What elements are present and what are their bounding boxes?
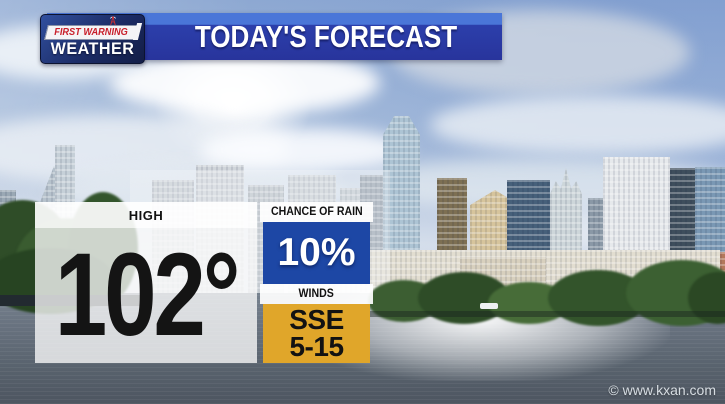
watermark: © www.kxan.com <box>608 382 716 398</box>
wind-direction: SSE <box>289 304 344 336</box>
forecast-panel-high: HIGH 102° <box>35 202 257 363</box>
chance-of-rain-value: 10% <box>263 222 370 284</box>
boat <box>480 303 498 309</box>
cloud <box>110 50 380 115</box>
station-logo: FIRST WARNING WEATHER <box>40 14 145 64</box>
winds-value-block: SSE 5-15 <box>263 304 370 363</box>
logo-first-warning-strip: FIRST WARNING <box>44 25 138 40</box>
winds-label-strip: WINDS <box>260 284 373 304</box>
forecast-panel-column: CHANCE OF RAIN 10% WINDS SSE 5-15 <box>260 202 373 363</box>
shoreline <box>370 311 725 317</box>
high-temperature-value: 102° <box>54 229 241 362</box>
high-label: HIGH <box>35 202 257 228</box>
broadcast-tower-icon <box>110 16 116 26</box>
logo-line1: FIRST WARNING <box>54 27 128 38</box>
high-value-area: 102° <box>35 228 257 363</box>
chance-of-rain-label-strip: CHANCE OF RAIN <box>260 202 373 222</box>
logo-line2: WEATHER <box>50 39 135 58</box>
wind-speed: 5-15 <box>289 330 344 362</box>
cloud <box>430 95 725 155</box>
page-title: TODAY'S FORECAST <box>194 18 458 54</box>
winds-label: WINDS <box>298 288 335 300</box>
chance-of-rain-label: CHANCE OF RAIN <box>270 206 363 218</box>
